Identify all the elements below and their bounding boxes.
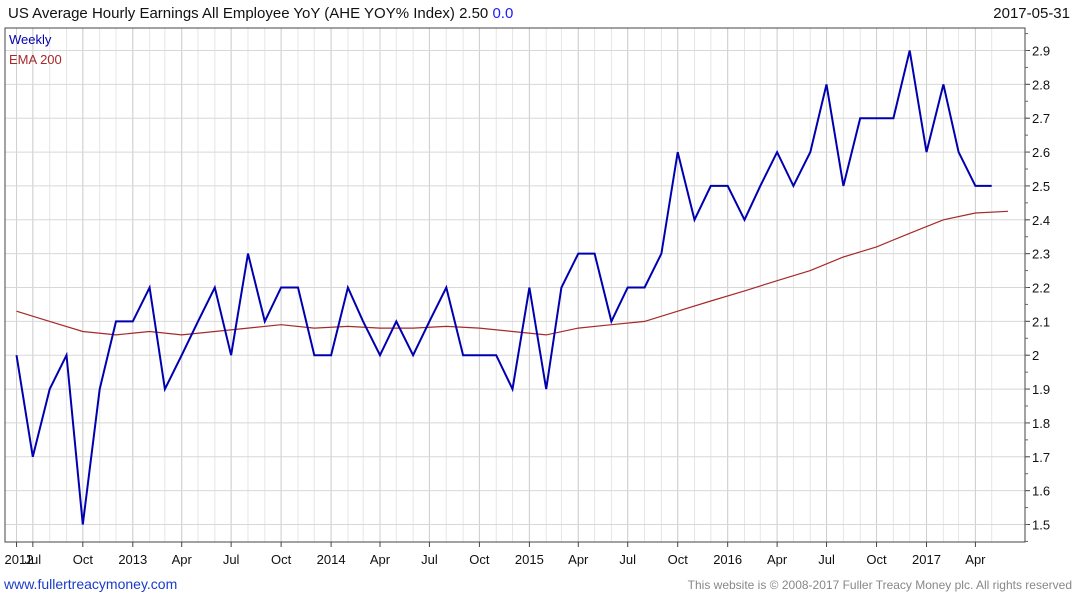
y-tick-label: 2.8 — [1032, 77, 1050, 92]
y-tick-label: 2.6 — [1032, 145, 1050, 160]
y-tick-label: 2 — [1032, 348, 1039, 363]
x-tick-label: Oct — [866, 552, 887, 567]
y-axis: 1.5 1.6 1.7 1.8 1.9 2 2.1 2.2 2.3 2.4 2.5 2.6 2.7 2.8… — [1025, 33, 1050, 542]
legend-ema: EMA 200 — [9, 52, 62, 67]
chart-date: 2017-05-31 — [993, 5, 1070, 22]
x-tick-label: Apr — [767, 552, 788, 567]
y-tick-label: 1.5 — [1032, 518, 1050, 533]
x-tick-label: Oct — [271, 552, 292, 567]
y-tick-label: 2.7 — [1032, 111, 1050, 126]
x-tick-label: Apr — [568, 552, 589, 567]
copyright-text: This website is © 2008-2017 Fuller Treac… — [687, 578, 1072, 592]
y-tick-label: 1.6 — [1032, 484, 1050, 499]
legend-weekly: Weekly — [9, 32, 52, 47]
x-tick-label: Apr — [370, 552, 391, 567]
website-link[interactable]: www.fullertreacymoney.com — [4, 576, 178, 592]
x-tick-label: Jul — [421, 552, 438, 567]
x-tick-label: 2015 — [515, 552, 544, 567]
x-tick-label: Oct — [469, 552, 490, 567]
series-weekly-line — [15, 50, 992, 525]
change-value: 0.0 — [492, 5, 514, 22]
x-tick-label: 2014 — [317, 552, 346, 567]
y-tick-label: 1.7 — [1032, 450, 1050, 465]
x-tick-label: Jul — [25, 552, 42, 567]
x-tick-label: 2013 — [118, 552, 147, 567]
grid — [5, 28, 1025, 542]
plot-frame — [4, 27, 1026, 543]
y-tick-label: 2.5 — [1032, 179, 1050, 194]
x-tick-label: Jul — [619, 552, 636, 567]
x-tick-label: 2017 — [912, 552, 941, 567]
x-tick-label: Oct — [73, 552, 94, 567]
y-tick-label: 2.9 — [1032, 44, 1050, 59]
y-tick-label: 2.3 — [1032, 247, 1050, 262]
chart-title: US Average Hourly Earnings All Employee … — [8, 5, 513, 22]
y-tick-label: 1.8 — [1032, 416, 1050, 431]
x-tick-label: Jul — [223, 552, 240, 567]
series-ema-line — [16, 210, 1009, 336]
x-tick-label: 2016 — [713, 552, 742, 567]
x-tick-label: Apr — [172, 552, 193, 567]
title-text: US Average Hourly Earnings All Employee … — [8, 5, 489, 22]
x-tick-label: Jul — [818, 552, 835, 567]
x-tick-label: Apr — [965, 552, 986, 567]
y-tick-label: 1.9 — [1032, 382, 1050, 397]
y-tick-label: 2.2 — [1032, 281, 1050, 296]
y-tick-label: 2.1 — [1032, 314, 1050, 329]
y-tick-label: 2.4 — [1032, 213, 1050, 228]
series-group — [15, 50, 1009, 525]
x-tick-label: Oct — [668, 552, 689, 567]
x-tick-label: 2012 — [5, 552, 34, 567]
